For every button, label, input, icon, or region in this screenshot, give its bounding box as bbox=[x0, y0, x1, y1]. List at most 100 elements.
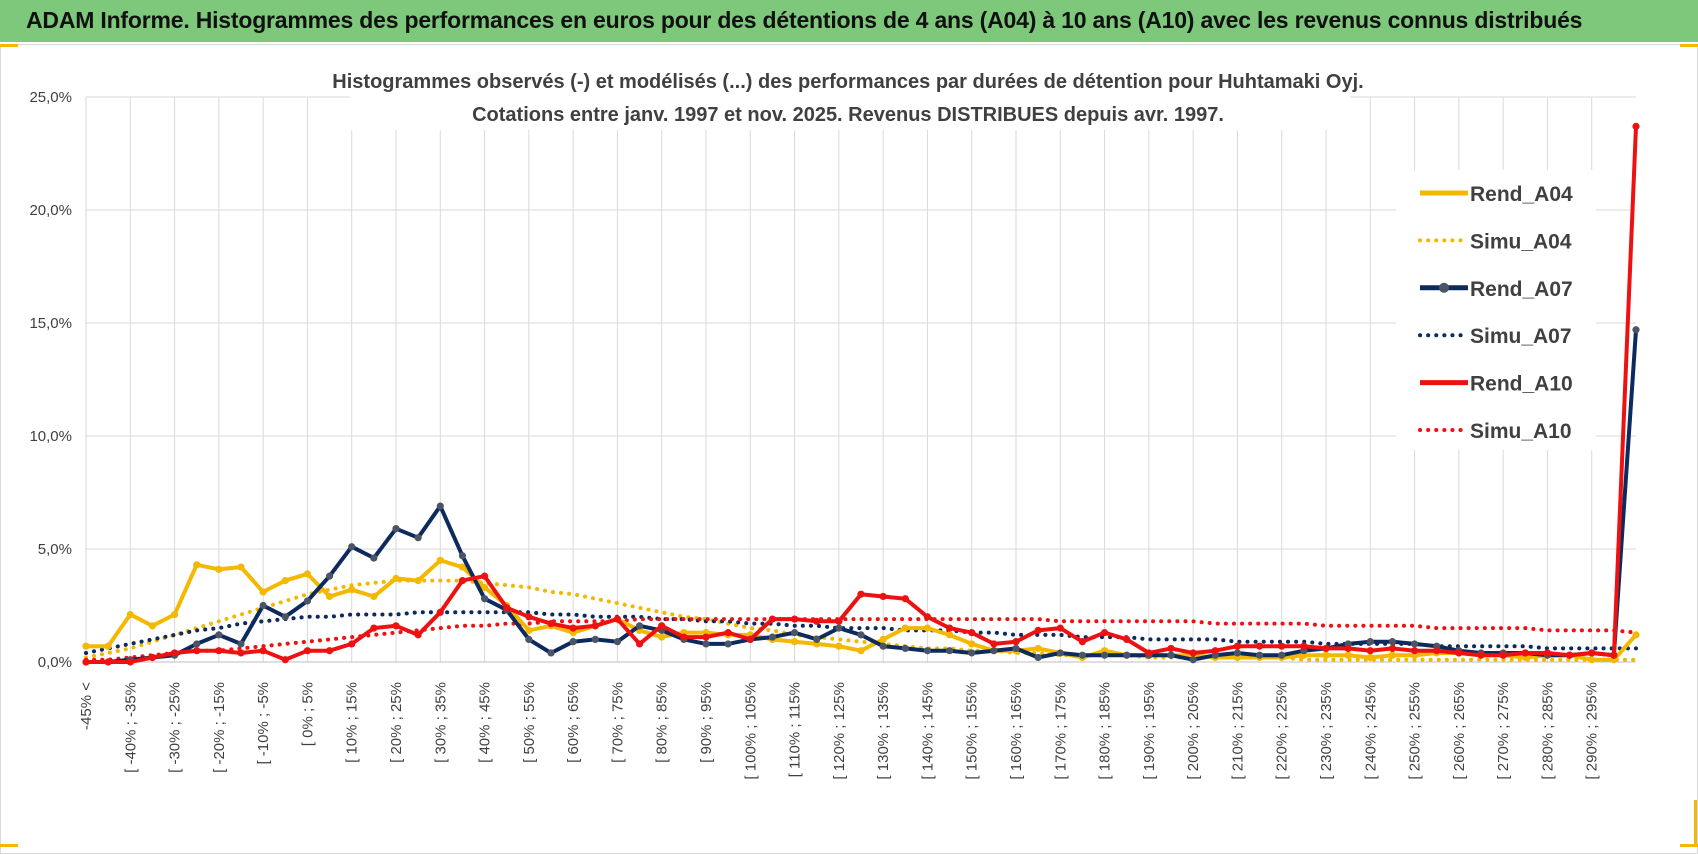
chart-title-background bbox=[350, 64, 1350, 130]
data-point-rend-a10 bbox=[879, 592, 887, 601]
data-point-rend-a04 bbox=[303, 570, 312, 578]
data-point-rend-a10 bbox=[1565, 651, 1574, 659]
data-point-rend-a07 bbox=[1056, 649, 1064, 657]
report-title: ADAM Informe. Histogrammes des performan… bbox=[26, 7, 1583, 33]
data-point-rend-a04 bbox=[968, 640, 976, 648]
data-point-rend-a07 bbox=[1278, 651, 1286, 659]
data-point-rend-a04 bbox=[170, 610, 179, 619]
data-point-rend-a07 bbox=[1189, 656, 1197, 664]
x-tick-label: [ 270% ; 275% bbox=[1495, 682, 1512, 780]
data-point-rend-a04 bbox=[82, 642, 90, 650]
x-tick-label: [ -20% ; -15% bbox=[211, 682, 228, 773]
data-point-rend-a04 bbox=[879, 635, 887, 644]
data-point-rend-a10 bbox=[968, 629, 976, 637]
x-tick-label: [ 40% ; 45% bbox=[477, 682, 494, 763]
data-point-rend-a07 bbox=[1255, 651, 1264, 659]
data-point-rend-a10 bbox=[1233, 642, 1242, 650]
data-point-rend-a07 bbox=[1034, 653, 1042, 662]
x-tick-label: [ 50% ; 55% bbox=[521, 682, 538, 763]
data-point-rend-a04 bbox=[325, 592, 334, 601]
data-point-rend-a10 bbox=[1632, 122, 1640, 130]
x-tick-label: [ 200% ; 205% bbox=[1185, 682, 1202, 780]
data-point-rend-a04 bbox=[1034, 644, 1042, 653]
x-tick-label: [ 60% ; 65% bbox=[565, 682, 582, 763]
data-point-rend-a10 bbox=[1366, 647, 1374, 655]
data-point-rend-a07 bbox=[325, 572, 334, 580]
data-point-rend-a10 bbox=[680, 633, 688, 641]
data-point-rend-a07 bbox=[1100, 651, 1109, 659]
data-point-rend-a07 bbox=[547, 649, 555, 657]
data-point-rend-a07 bbox=[613, 638, 622, 646]
data-point-rend-a10 bbox=[1278, 642, 1286, 650]
data-point-rend-a10 bbox=[547, 619, 555, 628]
data-point-rend-a10 bbox=[813, 617, 821, 625]
data-point-rend-a04 bbox=[237, 563, 245, 571]
data-point-rend-a07 bbox=[1366, 638, 1374, 646]
x-tick-label: [ 230% ; 235% bbox=[1318, 682, 1335, 780]
report-banner: ADAM Informe. Histogrammes des performan… bbox=[0, 0, 1698, 44]
data-point-rend-a04 bbox=[790, 638, 799, 646]
data-point-rend-a10 bbox=[790, 615, 799, 623]
data-point-rend-a04 bbox=[857, 647, 865, 655]
data-point-rend-a07 bbox=[923, 647, 932, 655]
data-point-rend-a07 bbox=[237, 640, 245, 648]
data-point-rend-a10 bbox=[1499, 651, 1507, 659]
data-point-rend-a04 bbox=[259, 588, 267, 596]
data-point-rend-a10 bbox=[1433, 647, 1441, 655]
x-tick-label: [ 140% ; 145% bbox=[919, 682, 936, 780]
data-point-rend-a07 bbox=[193, 640, 201, 648]
y-tick-label: 25,0% bbox=[29, 89, 72, 106]
chart-title-line2: Cotations entre janv. 1997 et nov. 2025.… bbox=[472, 104, 1224, 126]
x-tick-label: [ 110% ; 115% bbox=[787, 682, 804, 777]
data-point-rend-a07 bbox=[702, 640, 710, 648]
data-point-rend-a10 bbox=[1255, 642, 1264, 650]
data-point-rend-a10 bbox=[569, 624, 577, 632]
data-point-rend-a10 bbox=[215, 647, 223, 655]
data-point-rend-a07 bbox=[414, 534, 422, 542]
data-point-rend-a10 bbox=[1477, 651, 1485, 659]
y-tick-label: 5,0% bbox=[38, 541, 72, 558]
series-line-simu-a10 bbox=[84, 617, 1638, 662]
x-tick-label: [ 130% ; 135% bbox=[875, 682, 892, 780]
x-tick-label: [ 210% ; 215% bbox=[1229, 682, 1246, 780]
data-point-rend-a10 bbox=[591, 622, 599, 630]
data-point-rend-a07 bbox=[525, 635, 533, 644]
x-tick-label: [ 260% ; 265% bbox=[1451, 682, 1468, 780]
x-tick-label: [ 250% ; 255% bbox=[1407, 682, 1424, 780]
x-tick-label: [ 170% ; 175% bbox=[1052, 682, 1069, 780]
data-point-rend-a07 bbox=[569, 638, 577, 646]
data-point-rend-a10 bbox=[1189, 649, 1197, 657]
data-point-rend-a07 bbox=[215, 631, 223, 639]
data-point-rend-a04 bbox=[281, 577, 289, 585]
data-point-rend-a04 bbox=[525, 626, 533, 634]
x-tick-label: [ 190% ; 195% bbox=[1141, 682, 1158, 780]
x-tick-label: [ 280% ; 285% bbox=[1539, 682, 1556, 780]
data-point-rend-a07 bbox=[790, 629, 799, 637]
data-point-rend-a10 bbox=[835, 617, 843, 625]
data-point-rend-a10 bbox=[392, 622, 400, 630]
frame-corner-top-left bbox=[0, 44, 18, 47]
x-tick-label: [ 100% ; 105% bbox=[742, 682, 759, 780]
data-point-rend-a07 bbox=[968, 649, 976, 657]
data-point-rend-a04 bbox=[1366, 653, 1374, 662]
data-point-rend-a10 bbox=[1300, 642, 1308, 650]
data-point-rend-a07 bbox=[591, 635, 599, 644]
legend-marker-rend-a07 bbox=[1439, 282, 1449, 293]
axis-layer: 0,0% 5,0% 10,0% 15,0% 20,0% 25,0% -45% < [ -40%… bbox=[29, 89, 1636, 780]
data-point-rend-a10 bbox=[281, 656, 289, 664]
data-point-rend-a10 bbox=[702, 633, 710, 641]
x-tick-label: [ 160% ; 165% bbox=[1008, 682, 1025, 780]
data-point-rend-a07 bbox=[458, 552, 467, 560]
x-tick-label: [ 80% ; 85% bbox=[654, 682, 671, 763]
data-point-rend-a10 bbox=[525, 613, 533, 621]
x-tick-label: [ 240% ; 245% bbox=[1362, 682, 1379, 780]
data-point-rend-a07 bbox=[1167, 651, 1175, 659]
data-point-rend-a10 bbox=[945, 624, 954, 632]
data-point-rend-a10 bbox=[458, 577, 467, 585]
data-point-rend-a04 bbox=[392, 574, 400, 582]
data-point-rend-a07 bbox=[1632, 326, 1640, 334]
data-point-rend-a10 bbox=[303, 647, 312, 655]
data-point-rend-a07 bbox=[835, 624, 843, 632]
data-point-rend-a10 bbox=[1588, 649, 1596, 657]
series-line-simu-a04 bbox=[84, 578, 1638, 662]
